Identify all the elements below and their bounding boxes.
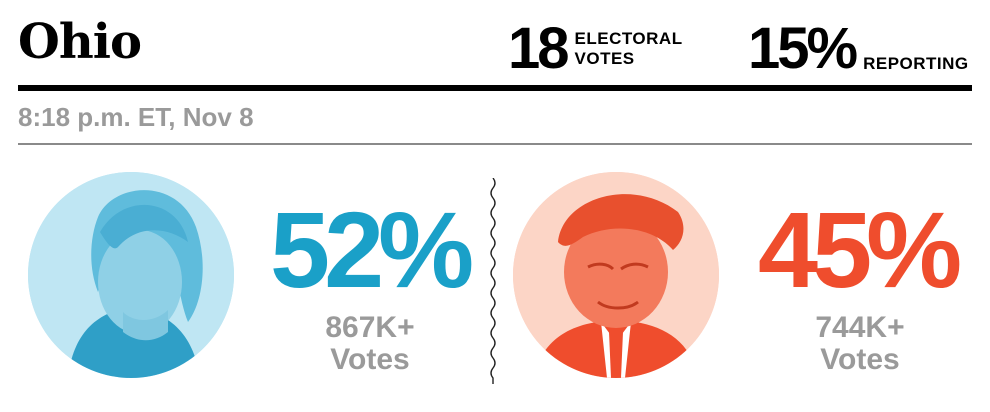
reporting-label: REPORTING: [863, 53, 969, 73]
candidate-2-vote-label: Votes: [820, 342, 900, 376]
candidate-2-portrait: [513, 172, 719, 378]
electoral-count: 18: [508, 16, 569, 81]
electoral-label-line1: ELECTORAL: [574, 28, 683, 48]
candidate-1-portrait: [28, 172, 234, 378]
wavy-divider: [490, 178, 496, 384]
electoral-votes: 18 ELECTORAL VOTES: [508, 20, 683, 78]
reporting-status: 15% REPORTING: [748, 20, 969, 78]
candidate-1-vote-count: 867K+: [325, 311, 415, 344]
electoral-label-line2: VOTES: [574, 49, 635, 68]
timestamp-divider: [18, 143, 972, 145]
header-divider: [18, 85, 972, 91]
candidate-1-photo: [28, 172, 234, 378]
candidate-1-percent: 52%: [270, 189, 474, 310]
timestamp: 8:18 p.m. ET, Nov 8: [18, 102, 254, 132]
candidate-1-votes: 867K+ Votes: [300, 312, 440, 375]
candidate-2-vote-count: 744K+: [815, 311, 905, 344]
candidate-2-votes: 744K+ Votes: [790, 312, 930, 375]
candidate-2-percent: 45%: [758, 189, 962, 310]
candidate-2-photo: [513, 172, 719, 378]
reporting-percent: 15%: [748, 16, 858, 81]
electoral-label: ELECTORAL VOTES: [575, 29, 683, 70]
candidate-1-vote-label: Votes: [330, 342, 410, 376]
state-name: Ohio: [18, 14, 142, 70]
